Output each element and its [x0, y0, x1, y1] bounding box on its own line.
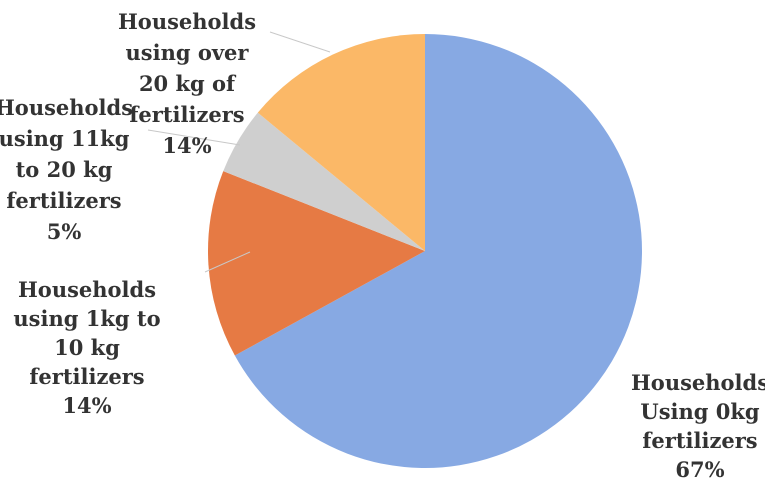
slice-label-line: 20 kg of	[139, 71, 237, 96]
slice-label-line: 14%	[162, 133, 211, 158]
slice-label-line: Households	[118, 9, 256, 34]
slice-label-line: to 20 kg	[16, 157, 113, 182]
pie-slices	[208, 34, 642, 469]
leader-line-3	[269, 31, 331, 53]
slice-label-2: Households using 11kg to 20 kg fertilizers 5…	[0, 95, 133, 244]
slice-label-line: fertilizers	[29, 364, 144, 389]
pie-slice-2	[223, 112, 425, 252]
slice-label-line: fertilizers	[642, 428, 757, 453]
slice-label-1: Households using 1kg to 10 kg fertilizers 14…	[13, 277, 160, 418]
slice-label-line: Using 0kg	[640, 399, 760, 424]
slice-label-line: 10 kg	[54, 335, 120, 360]
slice-label-line: 5%	[47, 219, 82, 244]
slice-label-line: Households	[631, 370, 765, 395]
slice-label-line: Households	[0, 95, 133, 120]
slice-label-line: using 11kg	[0, 126, 130, 151]
leader-line-1	[204, 251, 251, 273]
slice-label-line: 14%	[62, 393, 111, 418]
slice-label-line: 67%	[675, 457, 724, 482]
slice-label-line: fertilizers	[129, 102, 244, 127]
pie-slice-1	[208, 171, 425, 356]
slice-label-line: Households	[18, 277, 156, 302]
slice-label-line: fertilizers	[6, 188, 121, 213]
slice-label-0: Households Using 0kg fertilizers 67%	[631, 370, 765, 482]
slice-label-3: Households using over 20 kg of fertilizers 1…	[118, 9, 256, 158]
slice-labels: Households Using 0kg fertilizers 67%Househo…	[0, 9, 765, 482]
slice-label-line: using over	[126, 40, 250, 65]
slice-label-line: using 1kg to	[13, 306, 160, 331]
leader-lines	[147, 31, 331, 273]
pie-slice-3	[257, 34, 425, 251]
pie-slice-0	[234, 34, 642, 469]
leader-line-2	[147, 129, 241, 146]
